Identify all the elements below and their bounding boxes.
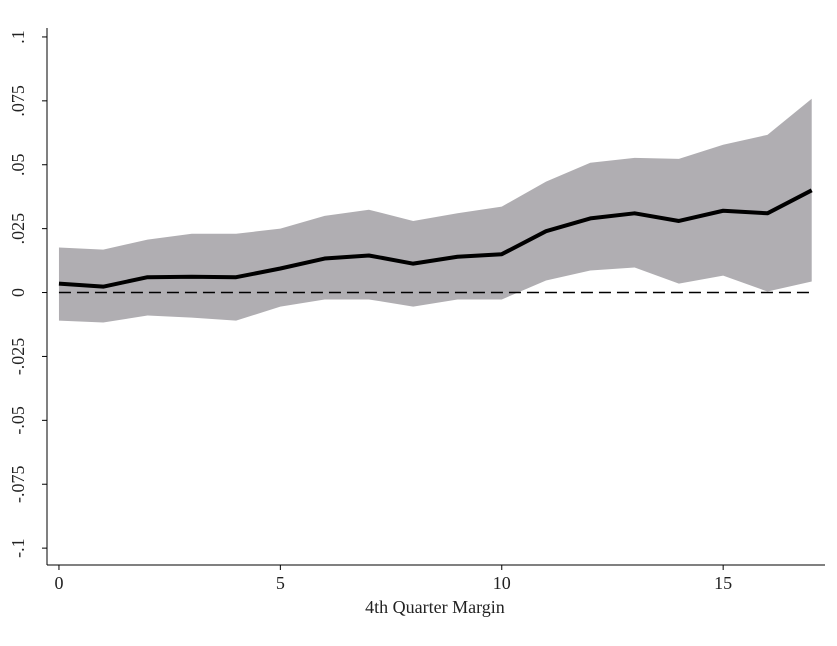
line — [58, 188, 813, 289]
y-tick-label: 0 — [8, 288, 28, 297]
confidence-band — [58, 98, 812, 323]
y-tick-label: .025 — [8, 213, 28, 245]
y-tick-label: .075 — [8, 85, 28, 117]
y-tick-label: -.1 — [8, 538, 28, 558]
y-tick-label: -.075 — [8, 465, 28, 503]
x-axis-label: 4th Quarter Margin — [365, 597, 505, 617]
y-tick-label: -.025 — [8, 338, 28, 376]
y-tick-label: .1 — [8, 30, 28, 44]
x-tick-label: 5 — [276, 573, 285, 593]
y-tick-label: -.05 — [8, 406, 28, 435]
x-tick-label: 0 — [54, 573, 63, 593]
x-tick-label: 15 — [714, 573, 732, 593]
y-tick-label: .05 — [8, 153, 28, 176]
x-tick-label: 10 — [493, 573, 511, 593]
